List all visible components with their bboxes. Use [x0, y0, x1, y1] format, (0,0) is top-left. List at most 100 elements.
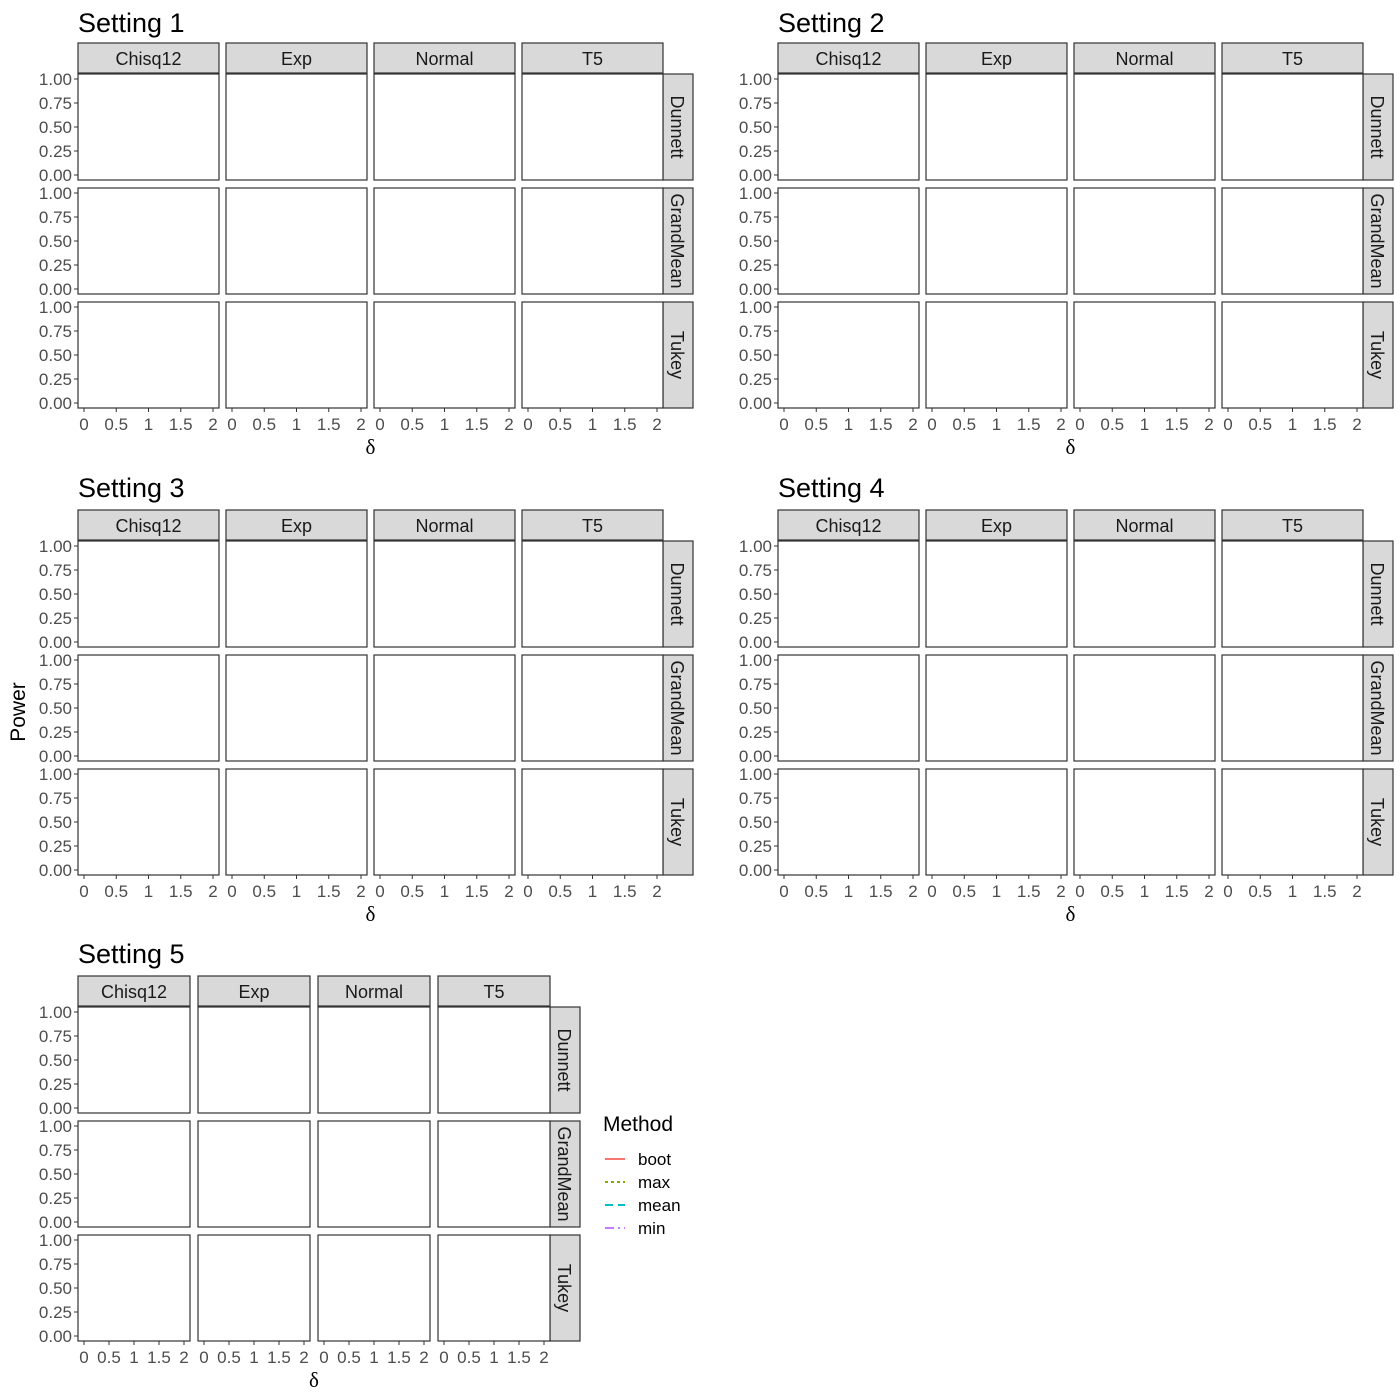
column-strip: [925, 509, 1068, 541]
x-tick-label: 1: [844, 882, 853, 901]
x-tick-label: 0: [79, 1348, 88, 1367]
panel-grandmean-t5: [521, 187, 664, 295]
x-tick-label: 0.5: [252, 415, 276, 434]
panel-grandmean-t5: [1221, 187, 1364, 295]
panel-tukey-t5: [521, 301, 664, 409]
column-strip: [925, 42, 1068, 74]
y-tick-label: 0.50: [39, 1165, 72, 1184]
panel-tukey-normal: [373, 301, 516, 409]
column-strip-label: Exp: [281, 516, 312, 536]
row-strip: [662, 540, 694, 648]
panel-grandmean-t5: [521, 654, 664, 762]
x-tick-label: 0: [227, 882, 236, 901]
y-tick-label: 0.75: [739, 675, 772, 694]
panel-border: [1073, 654, 1216, 762]
column-strip: [1221, 509, 1364, 541]
panel-tukey-t5: [521, 768, 664, 876]
panel-dunnett-normal: [1073, 540, 1216, 648]
x-tick-label: 2: [419, 1348, 428, 1367]
y-tick-label: 1.00: [739, 184, 772, 203]
panel-border: [225, 187, 368, 295]
row-strip-label: Tukey: [554, 1264, 574, 1312]
x-tick-label: 2: [504, 882, 513, 901]
y-tick-label: 0.75: [39, 94, 72, 113]
x-tick-label: 2: [299, 1348, 308, 1367]
y-tick-label: 0.50: [739, 118, 772, 137]
panel-dunnett-exp: [225, 73, 368, 181]
panel-dunnett-normal: [373, 73, 516, 181]
row-strip-label: Dunnett: [1367, 562, 1387, 625]
column-strip-label: Chisq12: [101, 982, 167, 1002]
panel-tukey-normal: [1073, 768, 1216, 876]
y-tick-label: 0.25: [39, 837, 72, 856]
panel-border: [521, 540, 664, 648]
x-tick-label: 0.5: [548, 882, 572, 901]
column-strip-label: Exp: [981, 49, 1012, 69]
x-tick-label: 1.5: [1017, 882, 1041, 901]
panel-tukey-normal: [373, 768, 516, 876]
y-tick-label: 0.00: [39, 633, 72, 652]
panel-border: [925, 540, 1068, 648]
panel-dunnett-exp: [925, 73, 1068, 181]
column-strip-label: T5: [483, 982, 504, 1002]
column-strip-label: T5: [1282, 516, 1303, 536]
x-tick-label: 1: [1140, 882, 1149, 901]
y-tick-label: 0.25: [39, 723, 72, 742]
setting-2-block: Setting 2 Chisq12 Exp Normal T5 Dunnett 0.00 0.…: [739, 8, 1394, 459]
x-tick-label: 1: [292, 415, 301, 434]
panel-border: [777, 73, 920, 181]
x-tick-label: 1.5: [613, 882, 637, 901]
panel-grandmean-exp: [197, 1120, 311, 1228]
x-tick-label: 2: [356, 415, 365, 434]
column-strip: [777, 509, 920, 541]
y-tick-label: 0.50: [39, 585, 72, 604]
x-tick-label: 2: [652, 415, 661, 434]
x-tick-label: 1.5: [169, 882, 193, 901]
x-tick-label: 0: [1075, 882, 1084, 901]
x-tick-label: 1: [588, 415, 597, 434]
row-strip: [549, 1234, 581, 1342]
legend-items: boot max mean min: [605, 1150, 681, 1238]
x-tick-label: 0: [1075, 415, 1084, 434]
x-tick-label: 0: [1223, 415, 1232, 434]
panel-border: [1073, 768, 1216, 876]
panel-border: [777, 768, 920, 876]
setting-title: Setting 1: [78, 8, 185, 38]
x-tick-label: 0: [927, 882, 936, 901]
y-tick-label: 0.25: [39, 256, 72, 275]
panel-border: [77, 187, 220, 295]
y-tick-label: 0.50: [39, 699, 72, 718]
y-tick-label: 1.00: [39, 70, 72, 89]
y-tick-label: 0.50: [39, 346, 72, 365]
y-tick-label: 0.50: [739, 813, 772, 832]
setting-title: Setting 5: [78, 939, 185, 969]
x-tick-label: 1.5: [1313, 882, 1337, 901]
x-tick-label: 1: [588, 882, 597, 901]
x-tick-label: 1.5: [1165, 415, 1189, 434]
x-tick-label: 0: [779, 415, 788, 434]
x-tick-label: 0: [79, 882, 88, 901]
y-tick-label: 1.00: [39, 1231, 72, 1250]
x-axis-title: δ: [309, 1368, 319, 1392]
x-tick-label: 0.5: [1248, 415, 1272, 434]
x-tick-label: 0: [375, 415, 384, 434]
column-strip-label: Chisq12: [115, 516, 181, 536]
panel-border: [777, 540, 920, 648]
x-tick-label: 2: [1204, 882, 1213, 901]
row-strip: [1362, 73, 1394, 181]
x-tick-label: 1.5: [317, 882, 341, 901]
x-tick-label: 2: [1056, 882, 1065, 901]
x-tick-label: 0: [523, 415, 532, 434]
x-tick-label: 0.5: [400, 415, 424, 434]
panel-tukey-t5: [437, 1234, 551, 1342]
y-tick-label: 0.00: [739, 633, 772, 652]
panel-border: [225, 540, 368, 648]
panel-border: [521, 187, 664, 295]
x-axis-title: δ: [1066, 435, 1076, 459]
y-tick-label: 0.25: [739, 609, 772, 628]
y-tick-label: 0.75: [739, 322, 772, 341]
y-tick-label: 1.00: [739, 651, 772, 670]
panel-tukey-exp: [225, 768, 368, 876]
legend-label: mean: [638, 1196, 681, 1215]
